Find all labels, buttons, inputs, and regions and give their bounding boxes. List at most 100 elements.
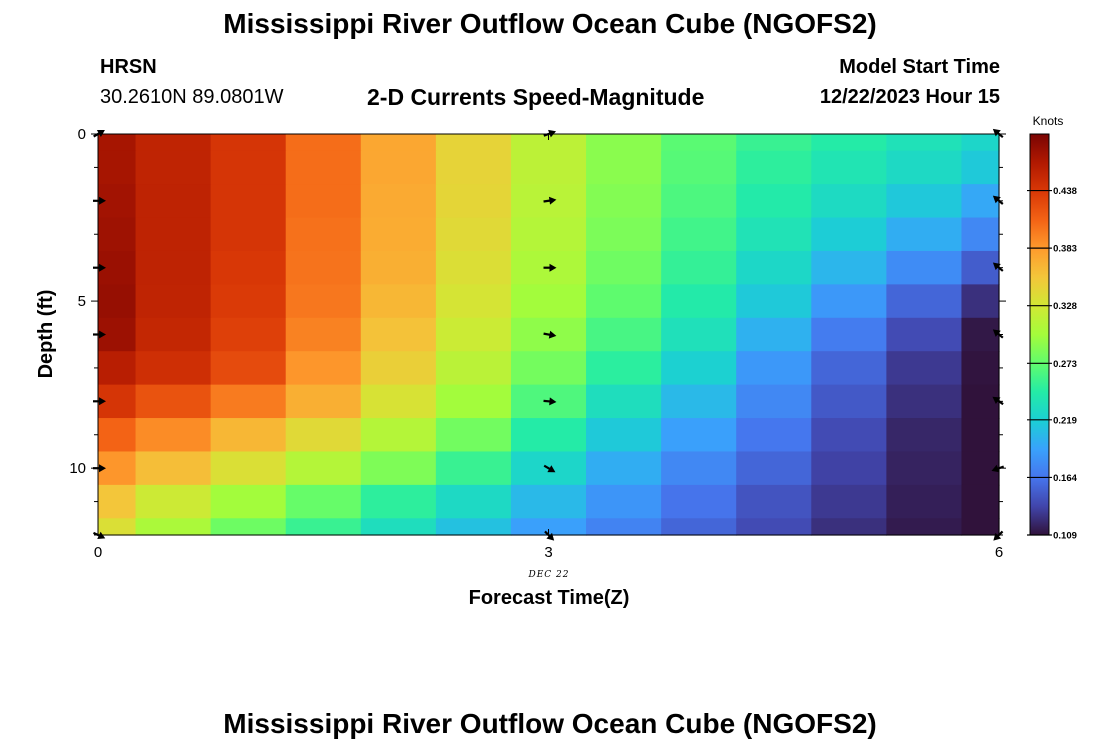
heatmap-cell (285, 184, 362, 219)
chart-title: Mississippi River Outflow Ocean Cube (NG… (223, 8, 877, 39)
heatmap-cell (98, 351, 137, 386)
heatmap-cell (98, 418, 137, 453)
heatmap-cell (961, 518, 1000, 536)
heatmap-cell (210, 418, 287, 453)
colorbar-tick-label: 0.109 (1053, 531, 1077, 542)
x-tick-label: 3 (544, 544, 552, 561)
heatmap-cell (98, 284, 137, 319)
heatmap-cell (661, 351, 737, 386)
heatmap-cell (135, 217, 212, 252)
x-axis-title: Forecast Time(Z) (469, 587, 630, 609)
heatmap-cell (886, 384, 963, 419)
heatmap-cell (811, 150, 887, 185)
heatmap-cell (285, 284, 362, 319)
heatmap-cell (886, 134, 963, 152)
x-tick-label: 6 (995, 544, 1003, 561)
heatmap-cell (811, 484, 887, 519)
heatmap-cell (586, 451, 662, 486)
heatmap-cell (510, 518, 587, 536)
heatmap-cell (210, 184, 287, 219)
heatmap-cell (135, 518, 212, 536)
heatmap-cell (586, 217, 662, 252)
heatmap-cell (360, 217, 437, 252)
heatmap-cell (360, 150, 437, 185)
y-tick-label: 10 (69, 460, 86, 477)
station-code: HRSN (100, 56, 157, 78)
heatmap-cell (811, 518, 887, 536)
heatmap-cell (736, 351, 812, 386)
heatmap-cell (961, 134, 1000, 152)
heatmap-cell (886, 451, 963, 486)
heatmap-cell (435, 184, 512, 219)
heatmap-cell (886, 284, 963, 319)
heatmap-cell (961, 418, 1000, 453)
heatmap-cell (135, 284, 212, 319)
heatmap-cell (285, 134, 362, 152)
heatmap-cell (586, 518, 662, 536)
heatmap-cell (510, 484, 587, 519)
heatmap-cell (360, 451, 437, 486)
heatmap-cell (586, 250, 662, 285)
chart-subtitle: 2-D Currents Speed-Magnitude (367, 84, 705, 110)
heatmap-cell (510, 134, 587, 152)
heatmap-cell (961, 484, 1000, 519)
heatmap-cell (586, 134, 662, 152)
heatmap-cell (210, 150, 287, 185)
heatmap-cell (98, 134, 137, 152)
heatmap-cell (210, 484, 287, 519)
heatmap-cell (736, 184, 812, 219)
footer-title: Mississippi River Outflow Ocean Cube (NG… (223, 708, 877, 739)
heatmap-cell (435, 250, 512, 285)
heatmap-cell (285, 351, 362, 386)
heatmap-cell (736, 150, 812, 185)
heatmap-cell (886, 484, 963, 519)
heatmap-cell (360, 134, 437, 152)
heatmap-cell (811, 317, 887, 352)
heatmap-cell (586, 351, 662, 386)
heatmap-cell (811, 418, 887, 453)
current-vector-arrow (543, 397, 557, 406)
heatmap-cell (210, 384, 287, 419)
heatmap-cell (661, 217, 737, 252)
heatmap-cell (510, 150, 587, 185)
colorbar-units: Knots (1033, 114, 1064, 128)
current-vector-arrow (543, 196, 557, 205)
x-tick-label: 0 (94, 544, 102, 561)
heatmap-cell (661, 184, 737, 219)
y-axis-title: Depth (ft) (35, 290, 57, 379)
heatmap-cell (811, 384, 887, 419)
heatmap-cell (98, 217, 137, 252)
heatmap-cell (210, 134, 287, 152)
heatmap-cell (736, 384, 812, 419)
heatmap-cell (435, 351, 512, 386)
heatmap-cell (961, 250, 1000, 285)
heatmap-cell (210, 250, 287, 285)
heatmap-chart: 0 3 6 0 5 10 Forecast Time(Z) Depth (ft) DEC … (35, 114, 1078, 609)
current-vector-arrow (992, 128, 1004, 139)
heatmap-cell (736, 250, 812, 285)
heatmap-cell (135, 184, 212, 219)
heatmap-cell (360, 317, 437, 352)
heatmap-cells (98, 134, 1000, 536)
heatmap-cell (210, 284, 287, 319)
heatmap-cell (586, 418, 662, 453)
colorbar-tick-label: 0.438 (1053, 186, 1077, 197)
heatmap-cell (360, 250, 437, 285)
heatmap-cell (210, 317, 287, 352)
heatmap-cell (360, 518, 437, 536)
heatmap-cell (135, 418, 212, 453)
heatmap-cell (435, 150, 512, 185)
heatmap-cell (811, 451, 887, 486)
heatmap-cell (961, 150, 1000, 185)
heatmap-cell (360, 351, 437, 386)
heatmap-cell (285, 484, 362, 519)
heatmap-cell (285, 317, 362, 352)
heatmap-cell (886, 418, 963, 453)
heatmap-cell (210, 351, 287, 386)
heatmap-cell (510, 284, 587, 319)
heatmap-cell (736, 451, 812, 486)
heatmap-cell (360, 418, 437, 453)
x-date-label: DEC 22 (528, 570, 570, 580)
model-start-value: 12/22/2023 Hour 15 (819, 86, 1000, 108)
heatmap-cell (961, 317, 1000, 352)
